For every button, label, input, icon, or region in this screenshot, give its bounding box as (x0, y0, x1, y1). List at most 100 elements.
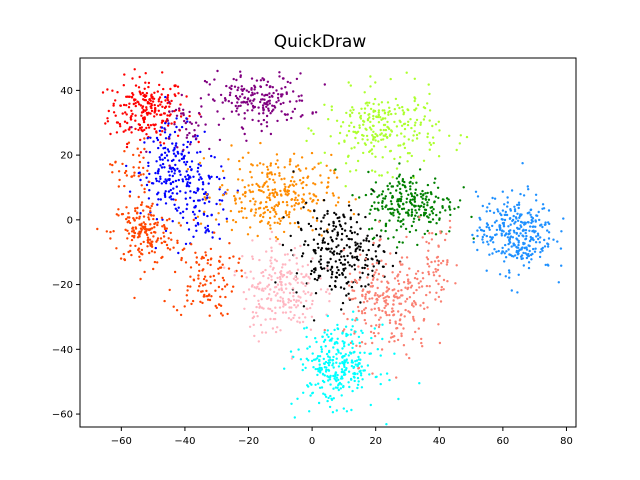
data-point (285, 201, 289, 204)
data-point (190, 168, 193, 171)
data-point (353, 231, 356, 234)
data-point (400, 207, 404, 211)
data-point (189, 143, 192, 146)
data-point (446, 259, 449, 262)
data-point (349, 209, 353, 212)
data-point (265, 114, 269, 118)
data-point (142, 156, 145, 159)
data-point (398, 296, 401, 299)
data-point (560, 230, 563, 233)
data-point (186, 299, 189, 302)
data-point (394, 292, 398, 295)
data-point (336, 234, 339, 237)
data-point (407, 108, 410, 112)
data-point (309, 293, 312, 297)
data-point (267, 283, 271, 286)
data-point (350, 359, 354, 362)
data-point (538, 218, 541, 222)
data-point (129, 116, 132, 119)
data-point (389, 207, 393, 211)
data-point (290, 357, 294, 360)
data-point (407, 280, 410, 283)
data-point (537, 237, 540, 241)
data-point (459, 134, 462, 137)
data-point (282, 230, 286, 234)
data-point (296, 397, 299, 400)
data-point (260, 306, 264, 309)
data-point (449, 213, 452, 217)
data-point (199, 115, 203, 118)
data-point (161, 105, 164, 109)
data-point (374, 314, 377, 317)
data-point (115, 247, 118, 250)
data-point (149, 105, 152, 108)
data-point (315, 219, 319, 222)
data-point (144, 99, 148, 102)
data-point (335, 409, 338, 412)
data-point (415, 118, 419, 122)
data-point (405, 197, 409, 200)
data-point (529, 225, 532, 228)
data-point (278, 275, 282, 279)
data-point (176, 167, 179, 170)
data-point (410, 303, 414, 307)
data-point (317, 368, 320, 372)
data-point (261, 270, 265, 274)
data-point (204, 283, 207, 286)
data-point (308, 277, 311, 280)
data-point (303, 275, 306, 279)
data-point (186, 168, 190, 171)
data-point (436, 186, 440, 189)
data-point (224, 295, 227, 299)
data-point (491, 252, 494, 255)
data-point (223, 285, 227, 288)
y-tick-label: −20 (52, 280, 73, 291)
data-point (448, 230, 451, 233)
data-point (552, 238, 555, 241)
data-point (393, 352, 396, 355)
data-point (363, 266, 366, 270)
data-point (241, 156, 245, 159)
data-point (393, 108, 396, 111)
data-point (357, 355, 360, 359)
data-point (370, 128, 373, 131)
data-point (278, 71, 281, 74)
data-point (335, 379, 338, 383)
data-point (198, 173, 201, 176)
data-point (278, 222, 281, 225)
data-point (547, 221, 550, 224)
data-point (520, 213, 523, 216)
data-point (377, 109, 381, 112)
data-point (517, 206, 520, 210)
data-point (270, 246, 273, 249)
data-point (523, 242, 526, 245)
data-point (421, 277, 425, 280)
data-point (281, 243, 285, 247)
data-point (293, 208, 296, 211)
data-point (341, 332, 344, 335)
data-point (298, 179, 302, 182)
data-point (406, 160, 409, 163)
data-point (435, 270, 438, 273)
data-point (270, 297, 273, 301)
data-point (278, 242, 281, 246)
data-point (389, 149, 393, 153)
data-point (233, 274, 236, 277)
data-point (342, 248, 345, 252)
data-point (271, 188, 274, 192)
data-point (517, 201, 521, 204)
data-point (111, 89, 114, 92)
data-point (206, 258, 210, 262)
data-point (420, 341, 423, 345)
data-point (524, 231, 527, 235)
data-point (345, 244, 349, 247)
data-point (522, 251, 525, 255)
data-point (210, 257, 213, 260)
data-point (258, 258, 261, 262)
data-point (389, 133, 392, 136)
data-point (147, 164, 150, 168)
data-point (399, 187, 402, 191)
data-point (405, 235, 408, 239)
data-point (236, 107, 239, 110)
data-point (339, 261, 343, 265)
